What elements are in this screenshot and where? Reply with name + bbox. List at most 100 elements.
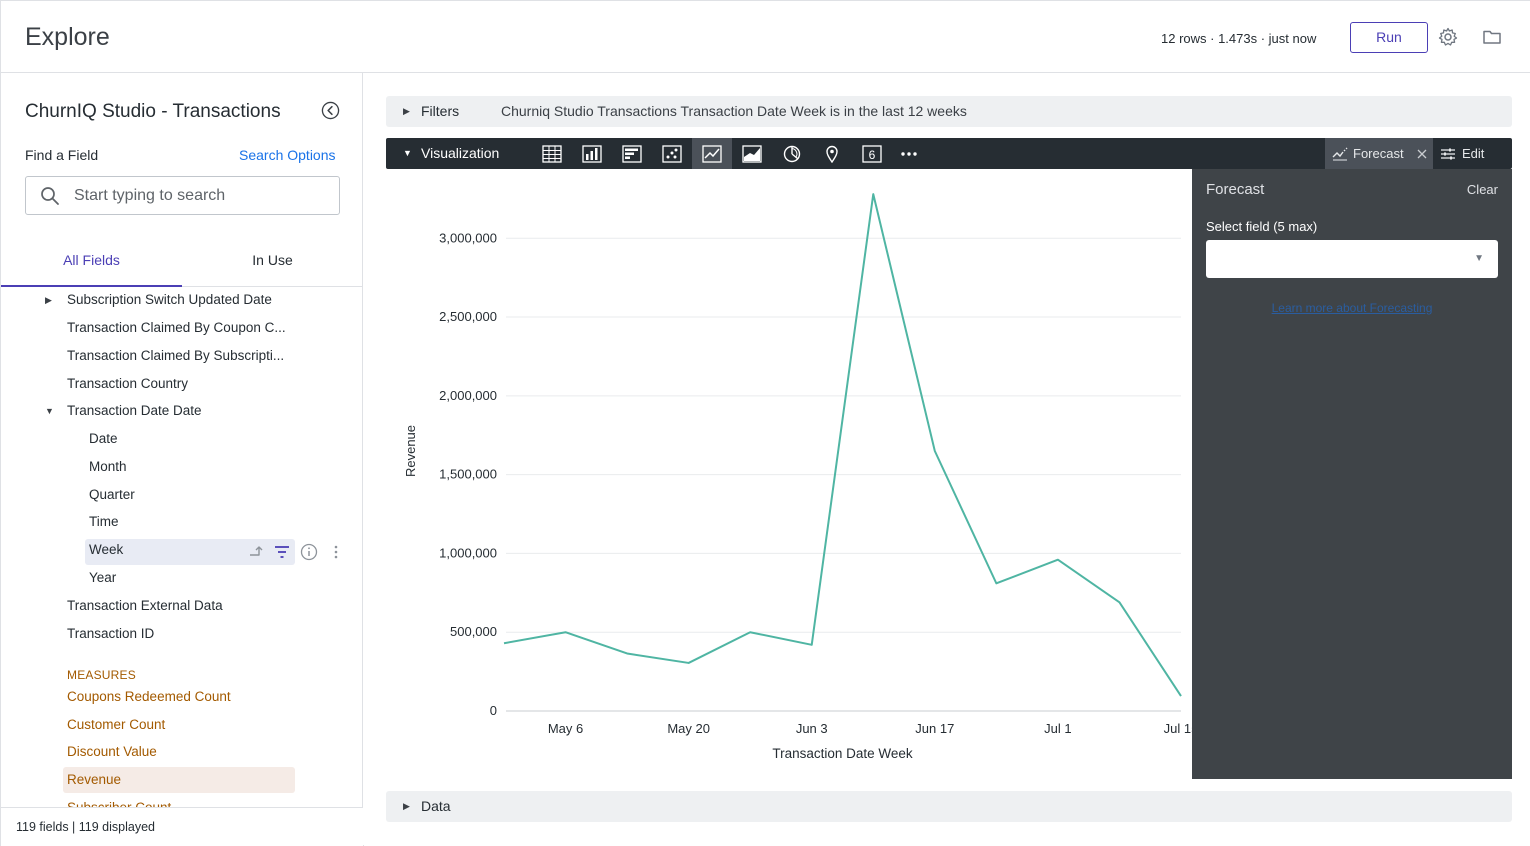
tab-in-use[interactable]: In Use [252, 252, 293, 268]
data-point [563, 630, 568, 635]
measure-item[interactable]: Subscriber Count [67, 795, 171, 807]
measure-item[interactable]: Coupons Redeemed Count [67, 689, 231, 704]
search-options-link[interactable]: Search Options [239, 147, 336, 163]
visualization-toolbar: ▼ Visualization [386, 138, 1512, 169]
data-point [932, 449, 937, 454]
caret-right-icon: ▶ [403, 106, 410, 116]
learn-more-link[interactable]: Learn more about Forecasting [1271, 301, 1433, 315]
y-tick-label: 2,500,000 [439, 309, 497, 324]
folder-icon[interactable] [1482, 27, 1502, 47]
forecast-panel: Forecast Clear Select field (5 max) ▼ Le… [1192, 169, 1512, 779]
y-tick-label: 500,000 [450, 624, 497, 639]
forecast-tab[interactable]: Forecast [1325, 138, 1433, 169]
edit-tab[interactable]: Edit [1438, 138, 1508, 169]
page-title: Explore [25, 23, 110, 51]
field-item[interactable]: Transaction ID [67, 626, 155, 641]
data-point [625, 651, 630, 656]
field-count-footer: 119 fields | 119 displayed [1, 807, 363, 846]
x-tick-label: Jun 3 [796, 721, 828, 736]
line-chart[interactable]: 0 500,000 1,000,000 1,500,000 2,000,000 2,500… [386, 169, 1198, 779]
x-tick-label: Jul 15 [1164, 721, 1192, 736]
forecast-icon [1332, 147, 1348, 161]
forecast-clear-button[interactable]: Clear [1466, 182, 1498, 197]
data-point [871, 192, 876, 197]
field-item[interactable]: Transaction Claimed By Coupon C... [67, 320, 286, 335]
measure-item[interactable]: Customer Count [67, 717, 166, 732]
y-tick-label: 3,000,000 [439, 230, 497, 245]
column-chart-icon[interactable] [572, 138, 612, 169]
forecast-field-select[interactable]: ▼ [1206, 240, 1498, 278]
data-point [994, 581, 999, 586]
visualization-label[interactable]: Visualization [421, 145, 500, 161]
single-value-icon[interactable]: 6 [852, 138, 892, 169]
map-pin-icon[interactable] [812, 138, 852, 169]
close-icon[interactable] [1417, 149, 1427, 159]
filters-section[interactable]: ▶ Filters Churniq Studio Transactions Tr… [386, 96, 1512, 127]
filters-label: Filters [421, 103, 460, 119]
series-line-revenue [503, 193, 1182, 697]
data-label: Data [421, 798, 451, 814]
field-group-expanded[interactable]: ▼ Transaction Date Date [45, 398, 202, 424]
field-item-week[interactable]: Week [89, 542, 124, 557]
field-label: Subscription Switch Updated Date [67, 292, 272, 307]
info-icon[interactable] [300, 543, 318, 561]
data-point [748, 630, 753, 635]
field-item-selected[interactable] [85, 539, 295, 565]
field-group[interactable]: ▶ Subscription Switch Updated Date [45, 287, 272, 313]
field-search-input[interactable] [74, 185, 329, 207]
forecast-tab-label: Forecast [1353, 146, 1404, 161]
field-item[interactable]: Month [89, 459, 127, 474]
field-list: ▶ Subscription Switch Updated Date Trans… [1, 287, 363, 807]
caret-right-icon: ▶ [45, 295, 52, 305]
measures-heading: MEASURES [67, 668, 136, 682]
pie-chart-icon[interactable] [772, 138, 812, 169]
forecast-panel-title: Forecast [1206, 181, 1265, 198]
measure-item-revenue[interactable]: Revenue [67, 772, 122, 787]
query-meta: 12 rows · 1.473s · just now [1161, 31, 1317, 46]
tab-all-fields[interactable]: All Fields [1, 243, 182, 287]
field-tabs: All Fields In Use [1, 243, 363, 287]
field-item[interactable]: Quarter [89, 487, 135, 502]
field-item[interactable]: Transaction Country [67, 376, 189, 391]
data-point [809, 642, 814, 647]
caret-down-icon: ▼ [403, 148, 412, 158]
more-vertical-icon[interactable] [327, 543, 345, 561]
x-tick-label: May 6 [548, 721, 583, 736]
field-item[interactable]: Year [89, 570, 117, 585]
chart-area: 0 500,000 1,000,000 1,500,000 2,000,000 2,500… [386, 169, 1198, 779]
measure-item-selected[interactable] [63, 767, 295, 793]
collapse-panel-icon[interactable] [321, 101, 340, 120]
data-point [1055, 557, 1060, 562]
field-item[interactable]: Transaction Claimed By Subscripti... [67, 348, 285, 363]
caret-right-icon: ▶ [403, 801, 410, 811]
scatter-chart-icon[interactable] [652, 138, 692, 169]
find-field-label: Find a Field [25, 147, 99, 163]
field-item[interactable]: Time [89, 514, 119, 529]
x-tick-label: May 20 [667, 721, 710, 736]
field-item[interactable]: Date [89, 431, 118, 446]
y-tick-label: 2,000,000 [439, 388, 497, 403]
gear-icon[interactable] [1438, 27, 1458, 47]
run-button[interactable]: Run [1350, 22, 1428, 53]
y-axis-title: Revenue [403, 425, 418, 477]
data-point [1179, 694, 1184, 699]
table-viz-icon[interactable] [532, 138, 572, 169]
dropdown-arrow-icon: ▼ [1474, 253, 1484, 264]
field-item[interactable]: Transaction External Data [67, 598, 223, 613]
x-tick-label: Jun 17 [915, 721, 954, 736]
x-tick-label: Jul 1 [1044, 721, 1071, 736]
more-horizontal-icon[interactable] [889, 138, 929, 169]
data-point [1117, 600, 1122, 605]
line-chart-icon[interactable] [692, 138, 732, 169]
filter-icon[interactable] [273, 543, 291, 561]
measure-item[interactable]: Discount Value [67, 744, 157, 759]
area-chart-icon[interactable] [732, 138, 772, 169]
pivot-icon[interactable] [247, 543, 265, 561]
main-content: ▶ Filters Churniq Studio Transactions Tr… [364, 73, 1530, 846]
bar-chart-icon[interactable] [612, 138, 652, 169]
edit-tab-label: Edit [1462, 146, 1485, 161]
caret-down-icon: ▼ [45, 406, 54, 416]
header: Explore 12 rows · 1.473s · just now Run [1, 1, 1530, 73]
data-section[interactable]: ▶ Data [386, 791, 1512, 822]
